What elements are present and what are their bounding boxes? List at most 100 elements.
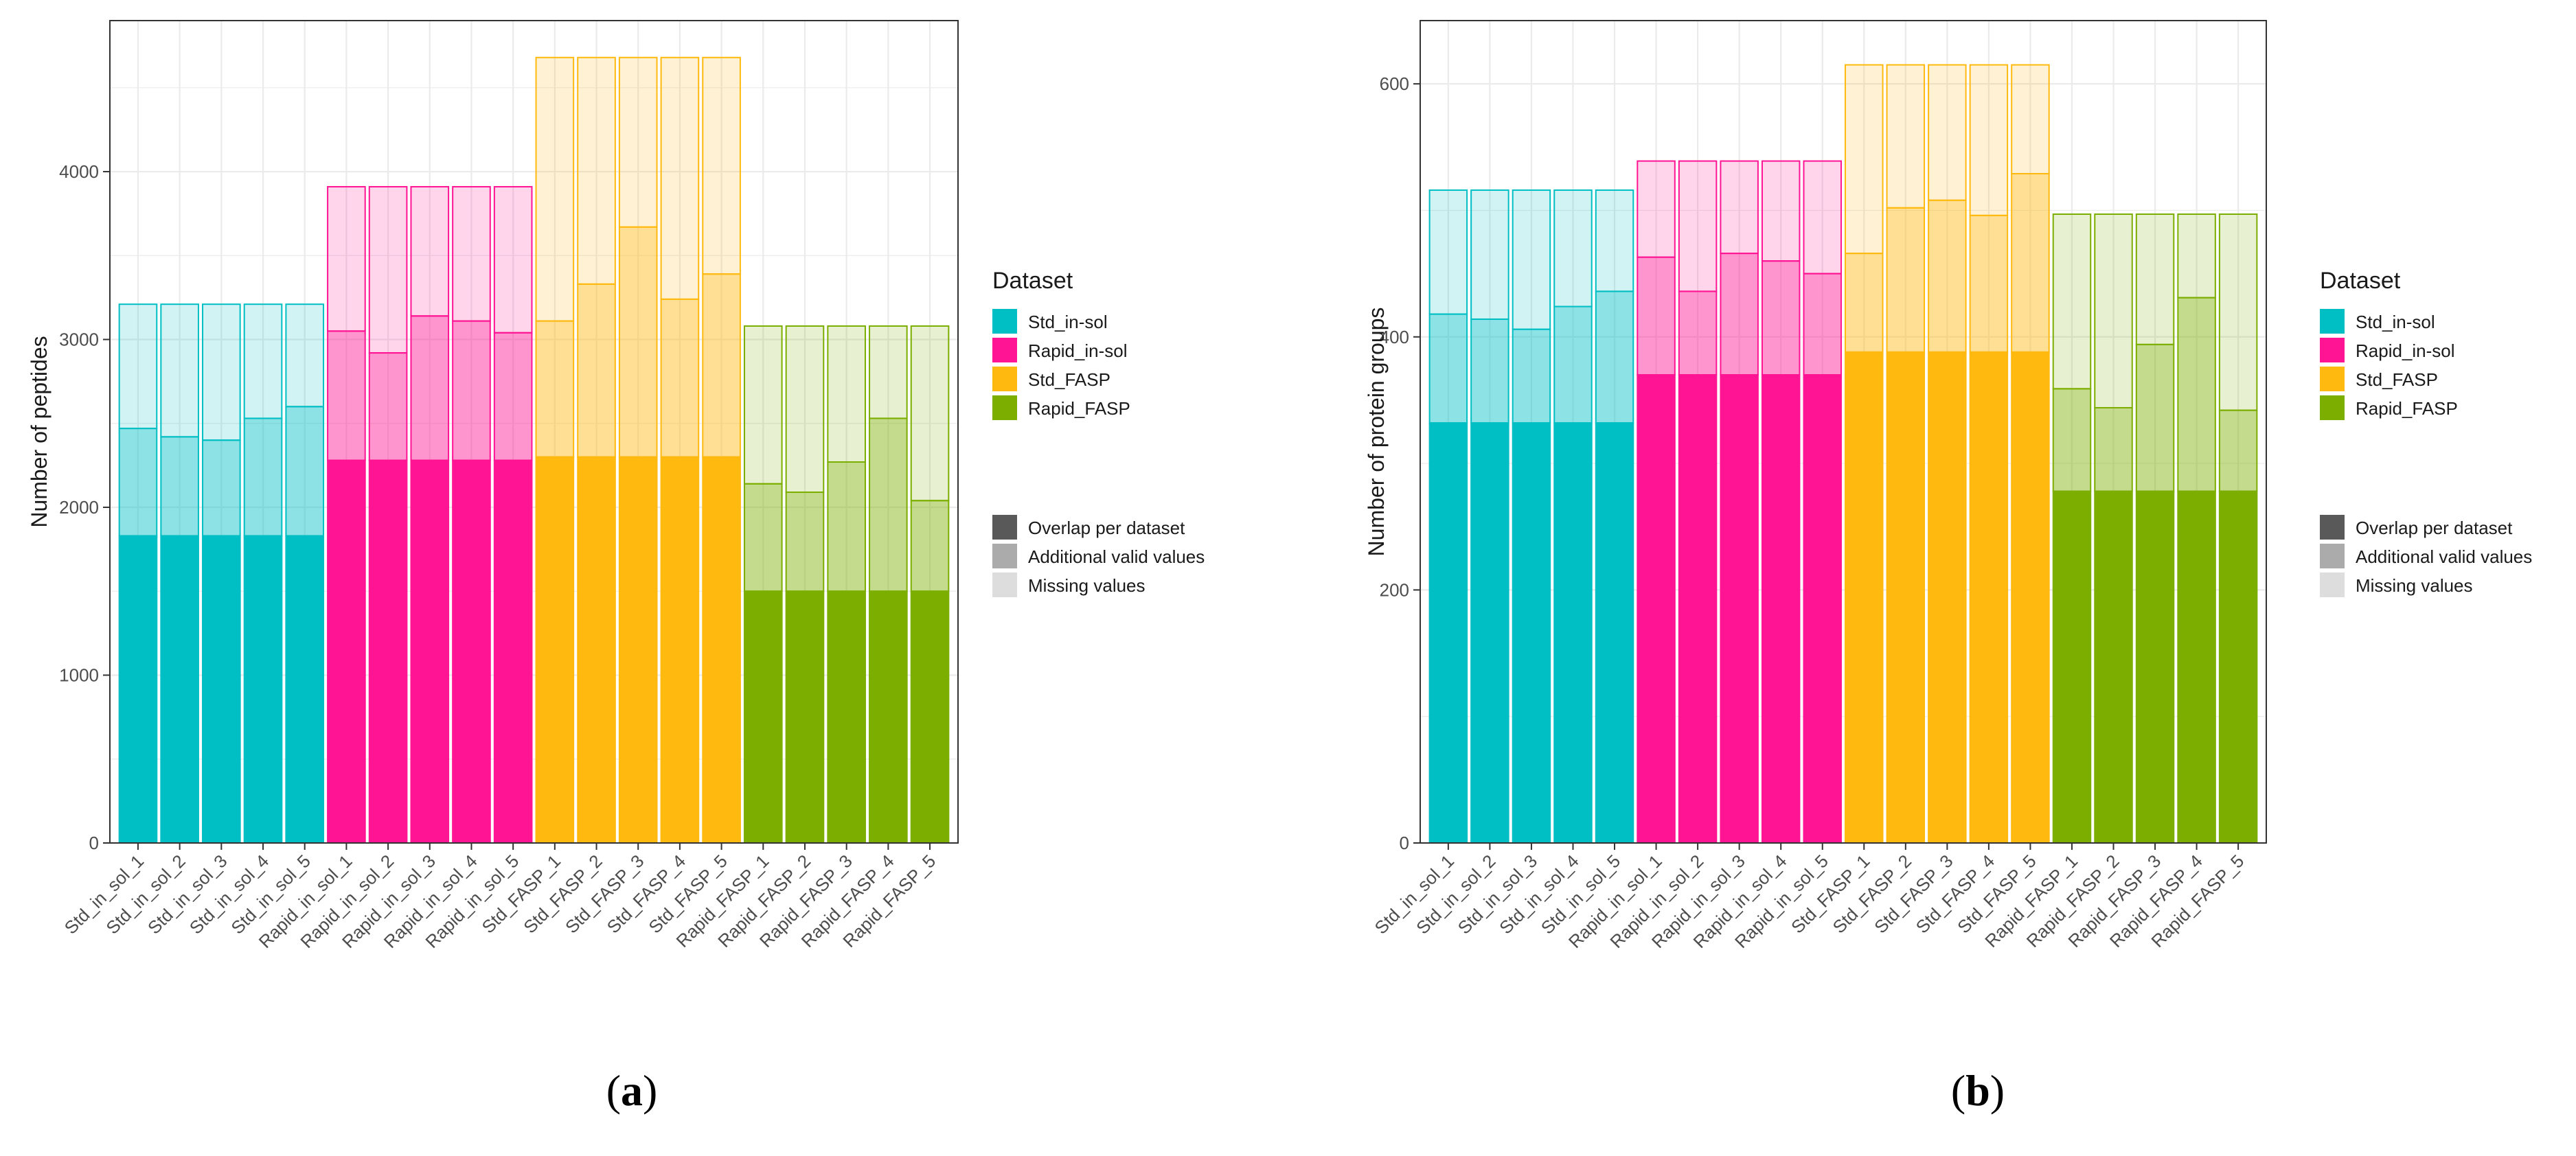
bar-additional-Std_FASP_2[interactable] [577, 283, 616, 458]
bar-additional-Rapid_FASP_5[interactable] [910, 500, 950, 592]
bar-additional-Rapid_in_sol_1[interactable] [1637, 256, 1676, 376]
bar-additional-Std_FASP_4[interactable] [1969, 214, 2009, 353]
bar-missing-Rapid_FASP_5[interactable] [2218, 213, 2258, 411]
bar-missing-Rapid_in_sol_1[interactable] [327, 186, 366, 332]
bar-additional-Std_FASP_4[interactable] [660, 298, 700, 458]
bar-missing-Std_in_sol_1[interactable] [1428, 189, 1468, 315]
bar-overlap-Std_FASP_5[interactable] [2011, 351, 2050, 844]
bar-overlap-Std_in_sol_3[interactable] [202, 535, 241, 844]
bar-overlap-Std_FASP_5[interactable] [702, 456, 741, 844]
bar-overlap-Std_in_sol_3[interactable] [1512, 422, 1551, 844]
bar-additional-Std_in_sol_1[interactable] [118, 428, 158, 537]
bar-missing-Std_in_sol_5[interactable] [1595, 189, 1634, 292]
bar-overlap-Std_in_sol_1[interactable] [118, 535, 158, 844]
bar-overlap-Std_FASP_2[interactable] [1886, 351, 1926, 844]
bar-additional-Std_in_sol_2[interactable] [1470, 318, 1509, 424]
bar-overlap-Std_in_sol_4[interactable] [1553, 422, 1593, 844]
bar-overlap-Rapid_in_sol_5[interactable] [1803, 374, 1842, 844]
bar-additional-Rapid_FASP_5[interactable] [2218, 409, 2258, 492]
bar-missing-Rapid_FASP_3[interactable] [2135, 213, 2175, 345]
bar-additional-Rapid_FASP_2[interactable] [2094, 406, 2133, 492]
bar-missing-Rapid_in_sol_5[interactable] [1803, 160, 1842, 275]
bar-missing-Std_in_sol_3[interactable] [1512, 189, 1551, 330]
bar-overlap-Rapid_FASP_2[interactable] [785, 590, 825, 844]
bar-overlap-Std_FASP_1[interactable] [1845, 351, 1884, 844]
bar-missing-Std_FASP_1[interactable] [535, 56, 575, 322]
bar-additional-Rapid_FASP_3[interactable] [2135, 343, 2175, 492]
bar-missing-Std_FASP_5[interactable] [2011, 64, 2050, 175]
bar-overlap-Rapid_FASP_4[interactable] [869, 590, 908, 844]
bar-additional-Std_in_sol_2[interactable] [160, 436, 199, 537]
bar-overlap-Rapid_in_sol_2[interactable] [368, 459, 408, 844]
bar-additional-Rapid_in_sol_5[interactable] [493, 332, 533, 461]
bar-overlap-Rapid_in_sol_1[interactable] [327, 459, 366, 844]
bar-missing-Std_in_sol_3[interactable] [202, 303, 241, 441]
bar-overlap-Rapid_FASP_4[interactable] [2177, 490, 2216, 844]
bar-overlap-Std_in_sol_5[interactable] [285, 535, 325, 844]
bar-overlap-Std_in_sol_1[interactable] [1428, 422, 1468, 844]
bar-additional-Std_in_sol_4[interactable] [243, 417, 283, 537]
bar-additional-Rapid_in_sol_5[interactable] [1803, 273, 1842, 376]
bar-missing-Rapid_FASP_2[interactable] [785, 325, 825, 494]
bar-additional-Rapid_FASP_1[interactable] [743, 483, 783, 592]
bar-additional-Std_in_sol_3[interactable] [1512, 328, 1551, 424]
bar-missing-Rapid_in_sol_1[interactable] [1637, 160, 1676, 258]
bar-missing-Std_in_sol_2[interactable] [160, 303, 199, 438]
bar-missing-Rapid_in_sol_2[interactable] [1678, 160, 1718, 292]
bar-overlap-Std_FASP_1[interactable] [535, 456, 575, 844]
bar-overlap-Rapid_FASP_1[interactable] [743, 590, 783, 844]
bar-missing-Std_in_sol_4[interactable] [243, 303, 283, 419]
bar-missing-Std_in_sol_2[interactable] [1470, 189, 1509, 320]
bar-overlap-Rapid_FASP_3[interactable] [827, 590, 866, 844]
bar-missing-Std_FASP_4[interactable] [660, 56, 700, 300]
bar-missing-Std_FASP_2[interactable] [1886, 64, 1926, 209]
bar-missing-Rapid_FASP_4[interactable] [2177, 213, 2216, 299]
bar-additional-Std_in_sol_4[interactable] [1553, 305, 1593, 424]
bar-overlap-Std_in_sol_2[interactable] [1470, 422, 1509, 844]
bar-missing-Std_FASP_2[interactable] [577, 56, 616, 285]
bar-missing-Rapid_FASP_4[interactable] [869, 325, 908, 419]
bar-additional-Rapid_FASP_4[interactable] [869, 417, 908, 592]
bar-overlap-Std_FASP_2[interactable] [577, 456, 616, 844]
bar-additional-Std_in_sol_3[interactable] [202, 439, 241, 537]
bar-additional-Rapid_in_sol_4[interactable] [1761, 260, 1801, 376]
bar-additional-Std_FASP_5[interactable] [2011, 173, 2050, 353]
bar-overlap-Rapid_in_sol_5[interactable] [493, 459, 533, 844]
bar-missing-Rapid_FASP_1[interactable] [743, 325, 783, 485]
bar-additional-Rapid_in_sol_3[interactable] [410, 315, 450, 461]
bar-overlap-Rapid_in_sol_1[interactable] [1637, 374, 1676, 844]
bar-overlap-Rapid_in_sol_2[interactable] [1678, 374, 1718, 844]
bar-additional-Rapid_in_sol_2[interactable] [1678, 290, 1718, 376]
bar-additional-Rapid_in_sol_1[interactable] [327, 330, 366, 461]
bar-missing-Rapid_in_sol_4[interactable] [452, 186, 491, 322]
bar-missing-Rapid_in_sol_4[interactable] [1761, 160, 1801, 262]
bar-overlap-Std_in_sol_2[interactable] [160, 535, 199, 844]
bar-additional-Rapid_FASP_4[interactable] [2177, 297, 2216, 492]
bar-overlap-Std_FASP_4[interactable] [660, 456, 700, 844]
bar-missing-Std_in_sol_4[interactable] [1553, 189, 1593, 308]
bar-missing-Rapid_FASP_3[interactable] [827, 325, 866, 463]
bar-additional-Std_FASP_1[interactable] [535, 320, 575, 458]
bar-overlap-Rapid_FASP_2[interactable] [2094, 490, 2133, 844]
bar-additional-Rapid_in_sol_4[interactable] [452, 320, 491, 461]
bar-overlap-Rapid_FASP_3[interactable] [2135, 490, 2175, 844]
bar-additional-Std_in_sol_1[interactable] [1428, 313, 1468, 424]
bar-additional-Rapid_FASP_3[interactable] [827, 461, 866, 592]
bar-additional-Rapid_FASP_2[interactable] [785, 492, 825, 592]
bar-missing-Std_FASP_4[interactable] [1969, 64, 2009, 216]
bar-missing-Std_in_sol_1[interactable] [118, 303, 158, 430]
bar-missing-Std_FASP_3[interactable] [1928, 64, 1967, 201]
bar-additional-Std_in_sol_5[interactable] [1595, 290, 1634, 424]
bar-missing-Std_FASP_5[interactable] [702, 56, 741, 275]
bar-missing-Rapid_in_sol_2[interactable] [368, 186, 408, 354]
bar-additional-Std_in_sol_5[interactable] [285, 406, 325, 537]
bar-overlap-Rapid_in_sol_3[interactable] [1720, 374, 1759, 844]
bar-overlap-Std_FASP_3[interactable] [618, 456, 658, 844]
bar-missing-Rapid_in_sol_3[interactable] [1720, 160, 1759, 255]
bar-additional-Std_FASP_2[interactable] [1886, 207, 1926, 353]
bar-additional-Std_FASP_3[interactable] [618, 226, 658, 458]
bar-overlap-Rapid_in_sol_3[interactable] [410, 459, 450, 844]
bar-missing-Std_FASP_3[interactable] [618, 56, 658, 228]
bar-additional-Std_FASP_5[interactable] [702, 273, 741, 458]
bar-overlap-Rapid_in_sol_4[interactable] [1761, 374, 1801, 844]
